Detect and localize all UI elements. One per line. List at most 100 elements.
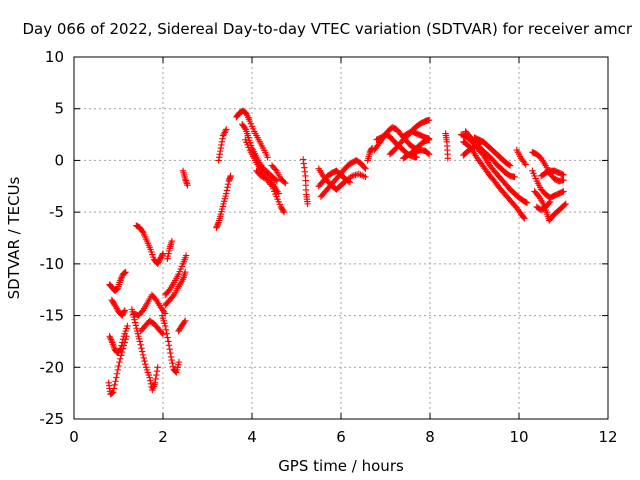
data-point [115,362,122,370]
data-point [362,173,369,181]
y-tick-label: -5 [49,203,64,221]
data-point [107,334,114,342]
axis-ticks: 0 2 4 6 8 10 12 -25 -20 -15 -10 -5 0 5 10 [40,48,618,446]
y-tick-label: -10 [40,255,65,273]
y-tick-label: 0 [54,151,64,169]
x-tick-label: 4 [247,428,257,446]
y-tick-label: 10 [45,48,64,66]
data-point [116,358,123,366]
data-point [223,187,231,194]
data-point [280,207,287,215]
data-point [165,342,173,349]
data-point [164,334,171,341]
data-point [222,126,230,133]
data-point [159,250,167,257]
chart-title: Day 066 of 2022, Sidereal Day-to-day VTE… [22,20,632,38]
data-point [358,172,366,179]
data-point [154,364,161,371]
data-points [105,107,569,398]
data-point [222,127,229,135]
data-point [169,363,177,370]
data-point [413,154,420,161]
data-point [175,358,183,366]
data-point [281,178,288,186]
data-point [140,354,147,362]
data-point [124,322,131,330]
data-point [153,367,161,375]
data-point [118,342,125,349]
data-point [131,319,139,326]
data-point [117,277,124,284]
data-point [117,355,124,362]
data-point [425,116,433,124]
grid-lines [74,57,608,419]
data-point [301,168,309,176]
data-point [224,184,231,191]
data-point [521,215,528,222]
data-point [425,151,433,158]
data-point [182,317,189,324]
data-point [222,190,230,197]
data-point [117,275,125,283]
data-point [146,374,153,381]
data-point [166,345,173,353]
data-point [116,346,124,353]
data-point [169,359,176,367]
data-point [299,156,307,163]
data-point [241,124,249,132]
data-point [167,353,175,361]
data-point [219,132,227,139]
data-point [220,130,228,138]
data-point [218,138,226,146]
data-point [133,325,140,332]
data-point [112,378,119,385]
data-point [444,155,451,162]
data-point [300,160,307,167]
y-axis-label: SDTVAR / TECUs [5,176,23,299]
data-point [215,157,222,164]
data-point [121,307,128,314]
data-point [227,172,234,180]
data-point [520,214,527,221]
data-point [264,154,271,161]
data-point [511,173,518,181]
data-point [111,381,118,389]
data-point [113,374,120,381]
data-point [162,326,170,333]
data-point [141,357,148,365]
x-tick-label: 0 [69,428,79,446]
data-point [182,252,190,259]
data-point [108,337,115,345]
data-point [151,379,159,386]
data-point [546,198,554,205]
data-point [117,352,125,359]
x-tick-label: 2 [158,428,168,446]
data-point [165,338,172,345]
data-point [224,181,232,188]
data-point [362,165,369,172]
data-point [304,200,311,208]
data-point [107,336,115,343]
data-point [160,308,168,316]
data-point [109,388,117,396]
data-point [361,164,368,171]
data-point [505,161,513,169]
data-point [282,179,289,187]
y-tick-label: 5 [54,100,64,118]
plot-frame [73,56,609,420]
data-point [273,177,281,185]
data-point [182,175,189,183]
data-point [159,251,166,259]
data-point [106,333,113,340]
data-point [122,268,129,276]
data-point [345,178,352,185]
y-tick-label: -20 [40,358,65,376]
data-point [425,136,433,143]
data-point [561,201,568,209]
data-point [117,345,124,352]
data-point [217,144,225,152]
data-point [218,141,225,149]
data-point [181,318,188,326]
data-point [169,292,177,300]
